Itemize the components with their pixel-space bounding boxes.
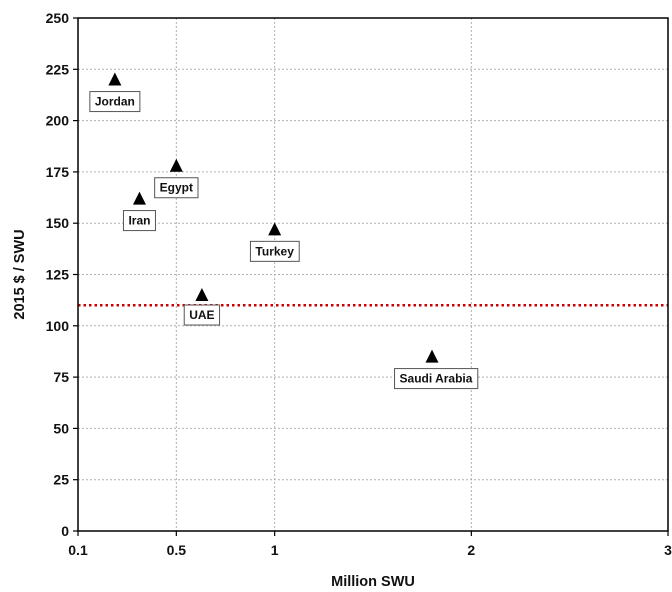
triangle-marker — [169, 158, 183, 172]
triangle-marker — [132, 191, 146, 205]
point-label-text: Saudi Arabia — [400, 372, 473, 386]
x-tick-label: 0.5 — [167, 542, 187, 558]
triangle-marker — [195, 288, 209, 302]
y-tick-label: 100 — [46, 318, 70, 334]
x-tick-label: 1 — [271, 542, 279, 558]
point-label-text: Turkey — [255, 244, 294, 258]
y-tick-label: 250 — [46, 10, 70, 26]
y-axis-ticks: 0 25 50 75 100 125 150 175 200 225 250 — [46, 10, 78, 539]
y-tick-label: 125 — [46, 267, 70, 283]
point-label-box — [394, 368, 479, 390]
y-tick-label: 0 — [61, 523, 69, 539]
x-tick-label: 2 — [467, 542, 475, 558]
y-tick-label: 200 — [46, 113, 70, 129]
y-tick-label: 225 — [46, 61, 70, 77]
point-label: Saudi Arabia — [394, 368, 479, 390]
point-label: Turkey — [249, 240, 300, 262]
y-tick-label: 50 — [53, 420, 69, 436]
data-markers — [108, 72, 439, 363]
y-axis-title: 2015 $ / SWU — [12, 229, 28, 319]
point-label-box — [122, 210, 156, 232]
y-tick-label: 75 — [53, 369, 69, 385]
point-label-box — [249, 240, 300, 262]
point-label-text: Iran — [128, 214, 150, 228]
point-label-box — [154, 177, 199, 199]
point-label: Jordan — [89, 91, 141, 113]
point-label: Iran — [122, 210, 156, 232]
point-label-text: Egypt — [160, 181, 193, 195]
triangle-marker — [108, 72, 122, 86]
grid — [77, 17, 669, 532]
x-axis-ticks: 0.10.512345 — [68, 531, 672, 558]
y-tick-label: 175 — [46, 164, 70, 180]
point-label-box — [89, 91, 141, 113]
point-label-box — [183, 304, 221, 326]
x-axis-title: Million SWU — [331, 574, 415, 590]
x-tick-label: 0.1 — [68, 542, 88, 558]
triangle-marker — [268, 222, 282, 236]
y-tick-label: 150 — [46, 215, 70, 231]
point-label: UAE — [183, 304, 221, 326]
point-label-text: Jordan — [95, 95, 135, 109]
y-tick-label: 25 — [53, 472, 69, 488]
point-label-text: UAE — [189, 308, 214, 322]
triangle-marker — [425, 349, 439, 363]
x-tick-label: 3 — [664, 542, 672, 558]
point-label: Egypt — [154, 177, 199, 199]
